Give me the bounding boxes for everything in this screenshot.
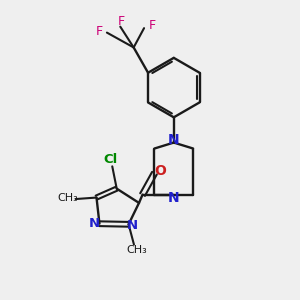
Text: N: N — [168, 190, 180, 205]
Text: F: F — [96, 25, 103, 38]
Text: CH₃: CH₃ — [57, 193, 78, 203]
Text: N: N — [127, 219, 138, 232]
Text: O: O — [154, 164, 166, 178]
Text: CH₃: CH₃ — [126, 245, 147, 256]
Text: N: N — [88, 217, 100, 230]
Text: F: F — [118, 15, 125, 28]
Text: F: F — [149, 19, 156, 32]
Text: Cl: Cl — [103, 153, 118, 166]
Text: N: N — [168, 133, 180, 147]
